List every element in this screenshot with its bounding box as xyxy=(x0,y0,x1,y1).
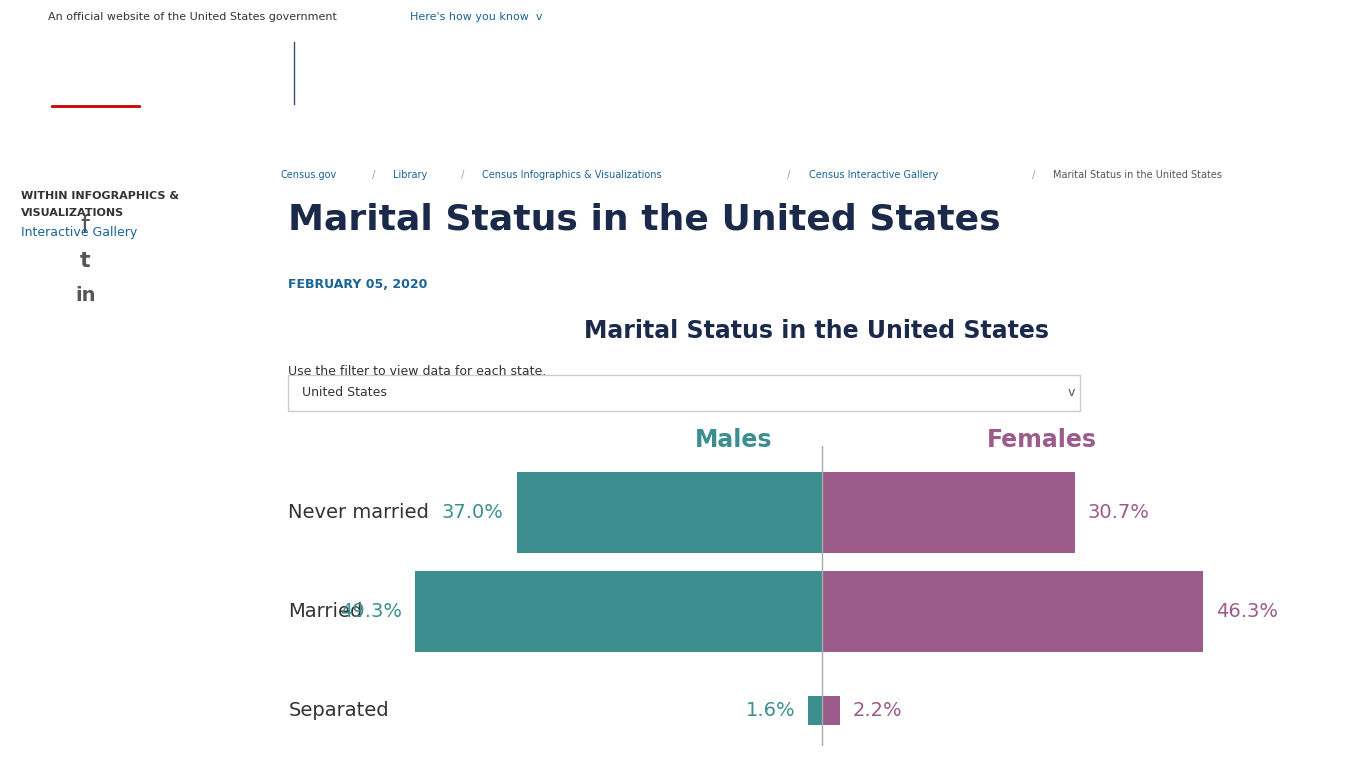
Text: Never married: Never married xyxy=(288,503,429,522)
Text: Census: Census xyxy=(34,65,157,94)
Text: Interactive Gallery: Interactive Gallery xyxy=(22,226,138,239)
Bar xyxy=(415,571,822,652)
Text: Census.gov: Census.gov xyxy=(280,170,336,180)
Text: Library: Library xyxy=(393,170,428,180)
Text: ABOUT US: ABOUT US xyxy=(990,132,1050,142)
Bar xyxy=(516,472,822,554)
Text: f: f xyxy=(81,214,90,238)
Text: /: / xyxy=(1029,170,1038,180)
Text: v: v xyxy=(1067,386,1075,399)
Text: /: / xyxy=(458,170,467,180)
Text: FEBRUARY 05, 2020: FEBRUARY 05, 2020 xyxy=(288,278,428,291)
Text: INFORMATION FOR...: INFORMATION FOR... xyxy=(676,132,799,142)
Text: Census Interactive Gallery: Census Interactive Gallery xyxy=(809,170,938,180)
Text: United States: United States xyxy=(302,386,387,399)
Text: /: / xyxy=(784,170,794,180)
Text: Census Infographics & Visualizations: Census Infographics & Visualizations xyxy=(482,170,661,180)
Text: 1.6%: 1.6% xyxy=(746,700,795,720)
Text: Use the filter to view data for each state.: Use the filter to view data for each sta… xyxy=(288,365,546,378)
Text: 2.2%: 2.2% xyxy=(852,700,903,720)
Text: An official website of the United States government: An official website of the United States… xyxy=(48,12,336,22)
Text: Males: Males xyxy=(695,429,772,452)
Text: Married: Married xyxy=(288,602,363,621)
Text: 46.3%: 46.3% xyxy=(1217,602,1279,621)
Text: Separated: Separated xyxy=(288,700,389,720)
Text: Marital Status in the United States: Marital Status in the United States xyxy=(1053,170,1223,180)
Text: 30.7%: 30.7% xyxy=(1087,503,1150,522)
Text: WITHIN INFOGRAPHICS &: WITHIN INFOGRAPHICS & xyxy=(22,191,179,201)
Bar xyxy=(809,696,822,724)
FancyBboxPatch shape xyxy=(288,376,1081,412)
Text: LIBRARY: LIBRARY xyxy=(389,132,438,142)
Text: t: t xyxy=(81,250,90,270)
Text: Females: Females xyxy=(986,429,1097,452)
Text: /: / xyxy=(369,170,378,180)
Text: Bureau: Bureau xyxy=(78,92,113,103)
Text: VISUALIZATIONS: VISUALIZATIONS xyxy=(22,208,124,218)
Bar xyxy=(822,472,1075,554)
Text: O  Search: O Search xyxy=(321,64,402,82)
Text: EXPLORE DATA: EXPLORE DATA xyxy=(253,132,340,142)
Bar xyxy=(822,571,1203,652)
Text: Here's how you know  v: Here's how you know v xyxy=(410,12,542,22)
Text: BROWSE BY TOPIC: BROWSE BY TOPIC xyxy=(109,132,217,142)
Text: FIND A CODE: FIND A CODE xyxy=(840,132,915,142)
Text: in: in xyxy=(75,286,96,305)
Text: United States': United States' xyxy=(61,54,130,65)
Text: SURVEYS/ PROGRAMS: SURVEYS/ PROGRAMS xyxy=(512,132,641,142)
Text: Marital Status in the United States: Marital Status in the United States xyxy=(583,319,1049,343)
Text: 49.3%: 49.3% xyxy=(340,602,402,621)
Text: 37.0%: 37.0% xyxy=(441,503,504,522)
Bar xyxy=(822,696,840,724)
Text: Marital Status in the United States: Marital Status in the United States xyxy=(288,203,1001,237)
